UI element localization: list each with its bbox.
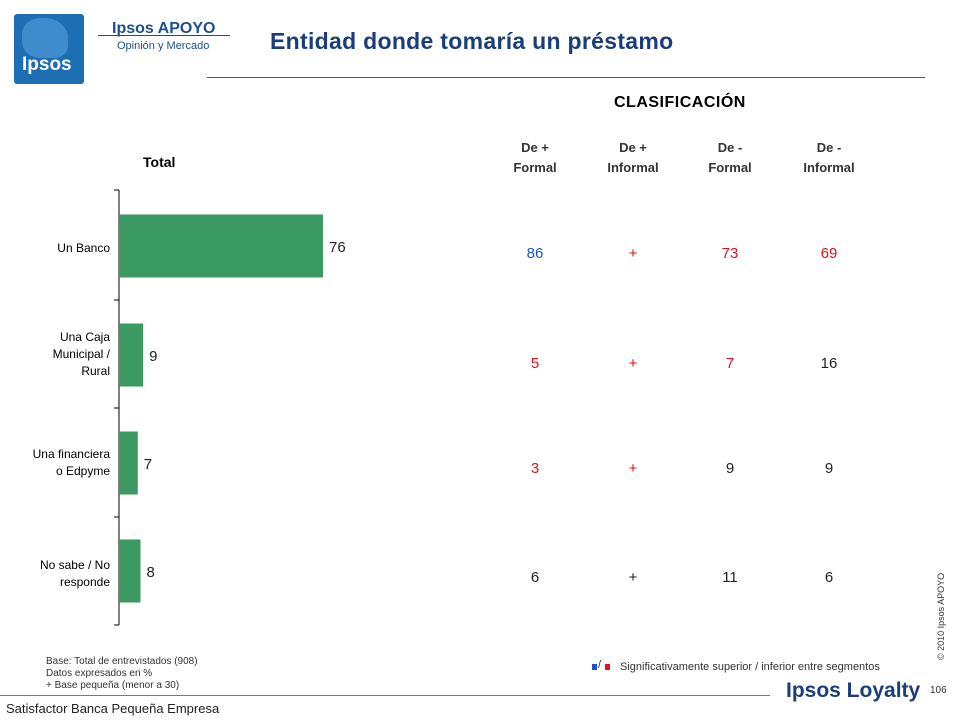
category-label-line: Una financiera <box>32 447 110 461</box>
base-note: Base: Total de entrevistados (908) <box>46 656 198 667</box>
table-cell: 6 <box>530 569 540 586</box>
table-cell: 69 <box>820 245 838 262</box>
table-cell: 3 <box>530 460 540 477</box>
table-cell: 11 <box>722 569 738 586</box>
table-cell: 9 <box>725 460 735 477</box>
table-cell: 86 <box>526 245 544 262</box>
bar <box>119 214 323 278</box>
category-label-line: No sabe / No <box>39 558 110 572</box>
small-base-note: + Base pequeña (menor a 30) <box>46 680 180 691</box>
total-label: Total <box>143 154 176 170</box>
category-label-financiera: Una financiera o Edpyme <box>14 446 110 480</box>
bar <box>119 431 138 495</box>
category-label-no-sabe: No sabe / No responde <box>14 557 110 591</box>
table-cell: 5 <box>530 355 540 372</box>
category-label-line: Una Caja <box>59 330 110 344</box>
page-title: Entidad donde tomaría un préstamo <box>270 28 674 54</box>
table-cell: 16 <box>820 355 838 372</box>
datos-note: Datos expresados en % <box>46 668 153 679</box>
table-cell: 6 <box>824 569 834 586</box>
bar-value-label: 9 <box>149 348 157 365</box>
clasificacion-label: CLASIFICACIÓN <box>614 94 746 111</box>
column-header-de-mas-informal: De + Informal <box>583 138 683 178</box>
column-header-line1: De - <box>717 140 743 155</box>
table-cell: 73 <box>721 245 739 262</box>
category-label-line: responde <box>59 575 110 589</box>
category-label-line: Rural <box>81 364 110 378</box>
legend-red-square-icon <box>605 664 610 670</box>
column-header-line1: De + <box>521 140 549 155</box>
table-cell: 9 <box>824 460 834 477</box>
logo-text: Ipsos <box>22 54 72 75</box>
bar-value-label: 7 <box>144 456 152 473</box>
footer-divider <box>0 695 770 696</box>
copyright: © 2010 Ipsos APOYO <box>936 572 946 660</box>
footer-text: Satisfactor Banca Pequeña Empresa <box>6 701 220 716</box>
column-header-de-menos-formal: De - Formal <box>680 138 780 178</box>
brand-name: Ipsos APOYO <box>112 20 216 37</box>
category-label-line: Un Banco <box>57 241 110 255</box>
bar-value-label: 8 <box>146 564 154 581</box>
table-cell: + <box>628 460 638 477</box>
category-label-line: o Edpyme <box>55 464 110 478</box>
brand-divider <box>98 35 230 36</box>
table-cell: 7 <box>725 355 735 372</box>
table-cell: + <box>628 569 638 586</box>
category-label-un-banco: Un Banco <box>14 240 110 257</box>
column-header-line2: Formal <box>708 160 752 175</box>
column-header-line2: Informal <box>607 160 659 175</box>
column-header-de-menos-informal: De - Informal <box>779 138 879 178</box>
legend-text: Significativamente superior / inferior e… <box>620 661 880 673</box>
column-header-line2: Informal <box>803 160 855 175</box>
category-label-line: Municipal / <box>52 347 110 361</box>
column-header-line2: Formal <box>513 160 557 175</box>
table-cell: + <box>628 355 638 372</box>
title-divider <box>207 77 925 78</box>
bar <box>119 323 144 387</box>
brand-subtitle: Opinión y Mercado <box>117 40 210 52</box>
category-label-caja-municipal: Una Caja Municipal / Rural <box>14 329 110 380</box>
column-header-line1: De + <box>619 140 647 155</box>
logo-head-silhouette-icon <box>22 18 68 58</box>
column-header-line1: De - <box>816 140 842 155</box>
bar <box>119 539 141 603</box>
ipsos-loyalty-logo: Ipsos Loyalty <box>786 679 921 702</box>
page-number: 106 <box>930 685 947 696</box>
bar-value-label: 76 <box>329 239 346 256</box>
column-header-de-mas-formal: De + Formal <box>485 138 585 178</box>
table-cell: + <box>628 245 638 262</box>
legend-separator: / <box>598 659 602 671</box>
legend-blue-square-icon <box>592 664 597 670</box>
